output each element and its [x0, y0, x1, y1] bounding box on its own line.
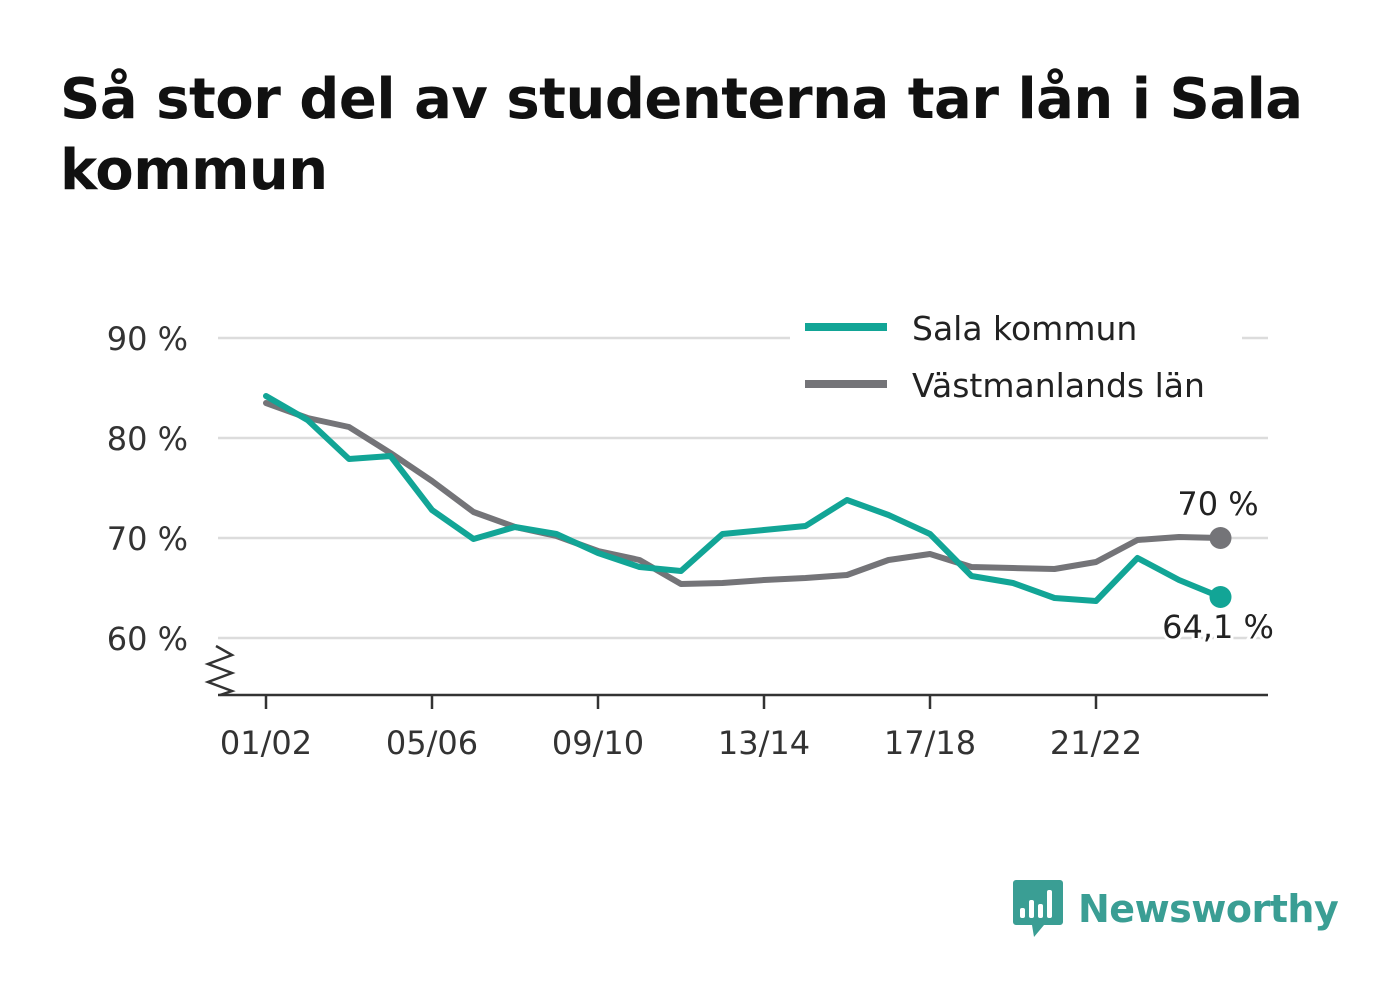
x-tick-label: 01/02 [220, 724, 312, 762]
x-tick-label: 13/14 [718, 724, 810, 762]
y-tick-label: 60 % [107, 620, 188, 658]
x-tick-label: 17/18 [884, 724, 976, 762]
legend: Sala kommun Västmanlands län [790, 300, 1242, 422]
series-line-vastmanland [263, 400, 1224, 587]
logo-icon [1013, 880, 1063, 937]
end-label-vastmanland: 70 % [1177, 485, 1258, 523]
y-axis-ticks: 90 % 80 % 70 % 60 % [107, 320, 188, 658]
newsworthy-logo: Newsworthy [1012, 878, 1339, 940]
y-tick-label: 80 % [107, 420, 188, 458]
y-tick-label: 70 % [107, 520, 188, 558]
y-tick-label: 90 % [107, 320, 188, 358]
legend-label-sala: Sala kommun [912, 309, 1137, 348]
legend-background [790, 300, 1242, 422]
axis-break-marker [204, 644, 236, 697]
end-point-sala [1209, 586, 1232, 608]
legend-label-vastmanland: Västmanlands län [912, 366, 1205, 405]
end-point-vastmanland [1209, 527, 1232, 549]
chart-title: Så stor del av studenterna tar lån i Sal… [60, 67, 1303, 203]
end-label-sala: 64,1 % [1162, 608, 1274, 646]
brand-name: Newsworthy [1078, 887, 1339, 931]
series-lines: 70 % 64,1 % [263, 393, 1277, 649]
x-axis: 01/02 05/06 09/10 13/14 17/18 21/22 [204, 644, 1268, 762]
series-line-sala [263, 393, 1224, 604]
x-tick-label: 21/22 [1050, 724, 1142, 762]
x-tick-label: 05/06 [386, 724, 478, 762]
x-tick-label: 09/10 [552, 724, 644, 762]
